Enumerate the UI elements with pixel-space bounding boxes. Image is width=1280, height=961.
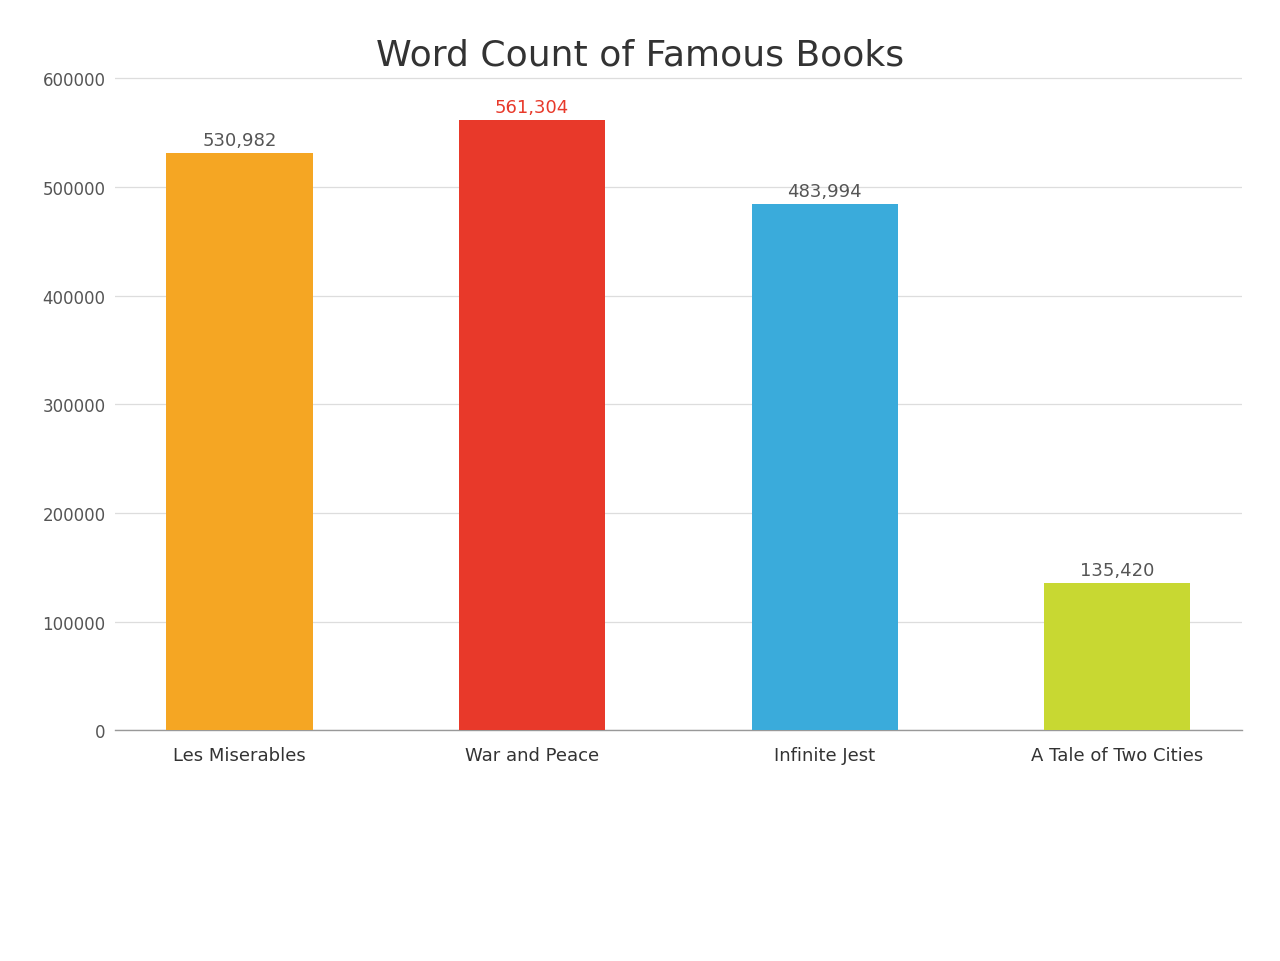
Bar bbox=[460, 121, 605, 730]
Bar bbox=[166, 155, 312, 730]
Text: 483,994: 483,994 bbox=[787, 183, 861, 201]
Text: ULTIUS: ULTIUS bbox=[70, 909, 166, 933]
Text: Word Count of Famous Books: Word Count of Famous Books bbox=[376, 38, 904, 72]
Text: 561,304: 561,304 bbox=[495, 99, 570, 117]
Text: 135,420: 135,420 bbox=[1080, 561, 1155, 579]
Text: ⬜: ⬜ bbox=[26, 907, 42, 935]
Text: Copyright © 2016 Ultius, Inc.: Copyright © 2016 Ultius, Inc. bbox=[1018, 913, 1242, 928]
Bar bbox=[1044, 583, 1190, 730]
Bar bbox=[751, 206, 897, 730]
Text: Source: https://electricliterature.com/infographic-word-counts-of-famous-books: Source: https://electricliterature.com/i… bbox=[265, 827, 1015, 846]
Text: 530,982: 530,982 bbox=[202, 132, 276, 150]
